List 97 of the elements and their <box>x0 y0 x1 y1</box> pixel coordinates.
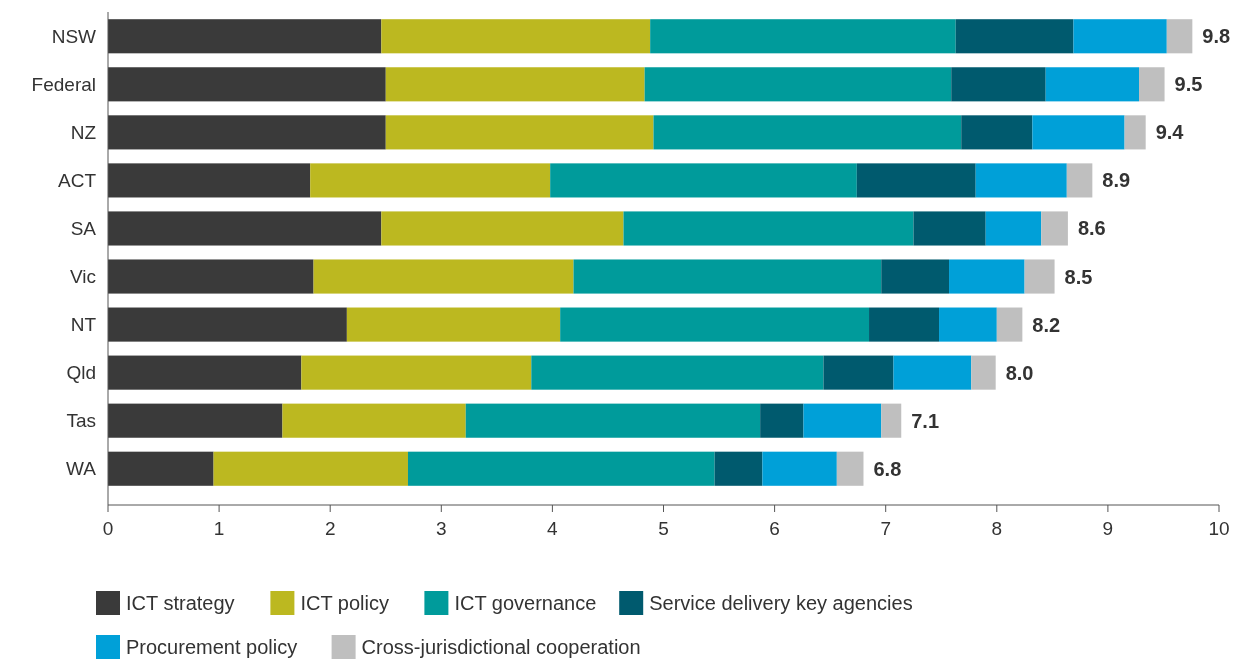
bar <box>1041 211 1068 246</box>
bar <box>623 211 914 246</box>
y-tick-label: Tas <box>66 410 96 432</box>
y-tick-label: SA <box>70 217 97 239</box>
bar <box>881 259 950 294</box>
bar <box>1066 163 1093 198</box>
x-tick-label: 0 <box>102 518 114 539</box>
total-label: 9.8 <box>1202 25 1231 48</box>
bar <box>760 403 804 438</box>
bar <box>108 403 283 438</box>
bar <box>108 163 311 198</box>
bar <box>881 403 902 438</box>
legend-label: Service delivery key agencies <box>649 592 913 614</box>
bar <box>560 307 870 342</box>
bar <box>1124 115 1146 150</box>
bar <box>108 355 302 390</box>
legend-label: ICT strategy <box>126 592 235 614</box>
y-tick-label: NSW <box>51 25 97 47</box>
y-tick-label: Federal <box>31 73 96 95</box>
total-label: 8.6 <box>1077 217 1106 240</box>
total-label: 6.8 <box>873 457 902 480</box>
bar <box>381 19 651 54</box>
bar <box>856 163 976 198</box>
bar <box>913 211 986 246</box>
y-tick-label: NZ <box>70 121 97 143</box>
y-tick-label: ACT <box>58 169 97 191</box>
bar <box>1166 19 1193 54</box>
total-label: 8.9 <box>1102 169 1131 192</box>
bar <box>650 19 956 54</box>
bar <box>108 115 386 150</box>
bar <box>407 451 715 486</box>
bar <box>762 451 837 486</box>
bar <box>949 259 1025 294</box>
legend-label: ICT governance <box>454 592 597 614</box>
bar <box>644 67 952 102</box>
total-label: 8.0 <box>1005 361 1034 384</box>
legend-label: ICT policy <box>300 592 389 614</box>
bar <box>653 115 962 150</box>
bar <box>893 355 972 390</box>
y-tick-label: Qld <box>66 362 96 384</box>
x-tick-label: 6 <box>769 518 780 539</box>
bar <box>346 307 561 342</box>
x-tick-label: 2 <box>324 518 336 539</box>
x-tick-label: 1 <box>213 518 225 539</box>
bar <box>975 163 1067 198</box>
bar <box>971 355 996 390</box>
bar <box>108 67 386 102</box>
y-tick-label: WA <box>66 458 97 480</box>
bar <box>550 163 857 198</box>
bar <box>385 115 654 150</box>
legend-label: Procurement policy <box>126 636 298 658</box>
total-label: 8.2 <box>1032 313 1061 336</box>
total-label: 7.1 <box>911 409 940 432</box>
bar <box>573 259 882 294</box>
bar <box>108 19 382 54</box>
legend-label: Cross-jurisdictional cooperation <box>361 636 641 658</box>
bar <box>108 451 214 486</box>
bar <box>939 307 997 342</box>
bar <box>531 355 824 390</box>
bar <box>985 211 1042 246</box>
x-tick-label: 8 <box>991 518 1003 539</box>
total-label: 9.5 <box>1174 73 1203 96</box>
bar <box>1073 19 1167 54</box>
x-tick-label: 5 <box>658 518 669 539</box>
bar <box>1139 67 1165 102</box>
bar <box>108 259 314 294</box>
bar <box>310 163 551 198</box>
bar <box>996 307 1023 342</box>
bar <box>301 355 532 390</box>
bar <box>961 115 1033 150</box>
bar <box>1032 115 1125 150</box>
bar <box>1024 259 1055 294</box>
bar <box>282 403 466 438</box>
x-tick-label: 7 <box>880 518 891 539</box>
bar <box>836 451 864 486</box>
bar <box>381 211 624 246</box>
bar <box>955 19 1074 54</box>
bar <box>108 211 382 246</box>
x-tick-label: 9 <box>1102 518 1114 539</box>
bar <box>951 67 1046 102</box>
bar <box>108 307 347 342</box>
bar <box>1045 67 1139 102</box>
x-tick-label: 4 <box>547 518 559 539</box>
total-label: 8.5 <box>1064 265 1093 288</box>
y-tick-label: NT <box>70 314 97 336</box>
x-tick-label: 3 <box>436 518 447 539</box>
bar <box>823 355 894 390</box>
bar <box>869 307 940 342</box>
bar <box>385 67 645 102</box>
bar <box>465 403 761 438</box>
bar <box>213 451 408 486</box>
bar <box>714 451 763 486</box>
total-label: 9.4 <box>1155 121 1185 144</box>
x-tick-label: 10 <box>1208 518 1230 539</box>
bar <box>313 259 574 294</box>
bar <box>803 403 882 438</box>
y-tick-label: Vic <box>69 266 96 288</box>
